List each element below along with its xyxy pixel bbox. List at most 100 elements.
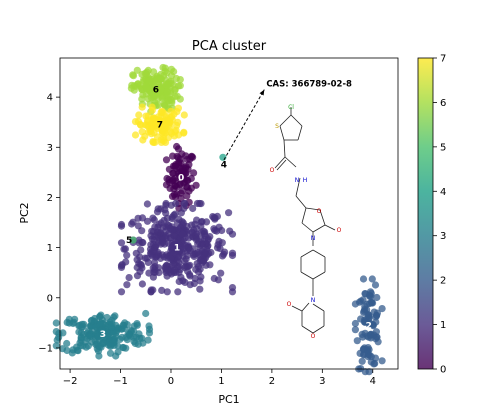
colorbar-tick-label: 6 <box>440 98 446 109</box>
cluster-label-5: 5 <box>126 236 132 246</box>
molecule-atom: Cl <box>288 104 294 111</box>
data-point <box>181 241 189 249</box>
data-point <box>100 333 109 341</box>
data-point <box>192 181 200 189</box>
data-point <box>162 156 171 164</box>
y-tick-label: 4 <box>47 93 53 104</box>
cluster-label-3: 3 <box>100 330 106 340</box>
molecule-bond <box>312 271 326 280</box>
data-point <box>129 71 137 79</box>
y-axis-label: PC2 <box>18 202 31 223</box>
colorbar-tick-label: 7 <box>440 54 446 65</box>
data-point <box>167 255 175 263</box>
molecule-bond <box>301 325 314 334</box>
data-point <box>361 290 370 298</box>
data-point <box>183 155 191 163</box>
data-point <box>183 192 191 200</box>
data-point <box>111 312 119 320</box>
data-point <box>202 218 211 226</box>
cluster-1: 1 <box>117 199 237 296</box>
data-point <box>138 334 146 342</box>
data-point <box>58 345 67 353</box>
data-point <box>176 82 184 90</box>
molecule-bond <box>290 114 303 127</box>
data-point <box>137 121 145 129</box>
data-point <box>163 69 171 77</box>
data-point <box>120 245 128 253</box>
data-point <box>371 281 380 289</box>
cluster-label-2: 2 <box>366 321 372 331</box>
data-point <box>182 255 190 263</box>
molecule-bond <box>305 207 321 211</box>
data-point <box>135 236 143 244</box>
data-point <box>228 249 237 257</box>
data-point <box>119 344 127 352</box>
data-point <box>178 230 187 238</box>
data-point <box>178 218 186 226</box>
data-point <box>171 238 180 246</box>
data-point <box>108 323 116 331</box>
data-point <box>197 200 205 208</box>
data-point <box>147 241 155 249</box>
data-point <box>127 84 135 92</box>
data-point <box>186 281 194 289</box>
data-point <box>117 220 126 229</box>
data-point <box>75 328 83 336</box>
data-point <box>92 323 100 331</box>
axes-frame <box>59 57 399 370</box>
data-point <box>173 256 182 265</box>
data-point <box>153 75 161 83</box>
data-point <box>228 230 237 238</box>
molecule-bond <box>301 302 310 312</box>
data-point <box>97 311 105 319</box>
data-point <box>196 265 204 273</box>
data-point <box>195 251 203 259</box>
data-point <box>139 136 147 144</box>
y-tick-label: 2 <box>47 193 53 204</box>
data-point <box>151 138 159 146</box>
molecule-bond <box>300 271 314 280</box>
data-point <box>184 234 193 242</box>
data-point <box>193 216 201 224</box>
cluster-3: 3 <box>52 309 154 360</box>
data-point <box>163 88 171 96</box>
colorbar: 0 1 2 3 4 5 6 7 <box>417 54 446 376</box>
cluster-label-1: 1 <box>174 244 180 254</box>
molecule-atom: O <box>287 301 292 308</box>
data-point <box>165 117 173 125</box>
data-point <box>158 82 166 90</box>
data-point <box>150 259 159 267</box>
data-point <box>165 222 173 230</box>
y-tick-label: 0 <box>47 293 53 304</box>
data-point <box>181 199 189 208</box>
data-point <box>378 357 386 365</box>
colorbar-gradient <box>417 57 434 370</box>
data-point <box>180 129 188 137</box>
data-point <box>176 76 184 84</box>
data-point <box>358 357 366 365</box>
data-point <box>129 236 137 244</box>
data-point <box>170 211 178 219</box>
data-point <box>217 269 225 277</box>
data-point <box>361 302 369 310</box>
data-point <box>77 336 85 344</box>
y-axis: −1 0 1 2 3 4 <box>38 93 60 354</box>
data-point <box>359 296 367 304</box>
data-point <box>196 277 204 285</box>
molecule-bond <box>312 249 326 258</box>
data-point <box>138 280 146 288</box>
data-point <box>120 324 128 333</box>
data-point <box>361 318 369 326</box>
data-point <box>82 343 90 351</box>
data-point <box>173 152 181 160</box>
molecule-atom: O <box>311 333 316 340</box>
data-point <box>198 240 206 248</box>
data-point <box>170 232 178 240</box>
data-point <box>123 336 131 344</box>
molecule-atom: N <box>311 235 316 242</box>
data-point <box>228 288 237 296</box>
molecule-atom: N <box>311 297 316 304</box>
data-point <box>149 273 157 281</box>
